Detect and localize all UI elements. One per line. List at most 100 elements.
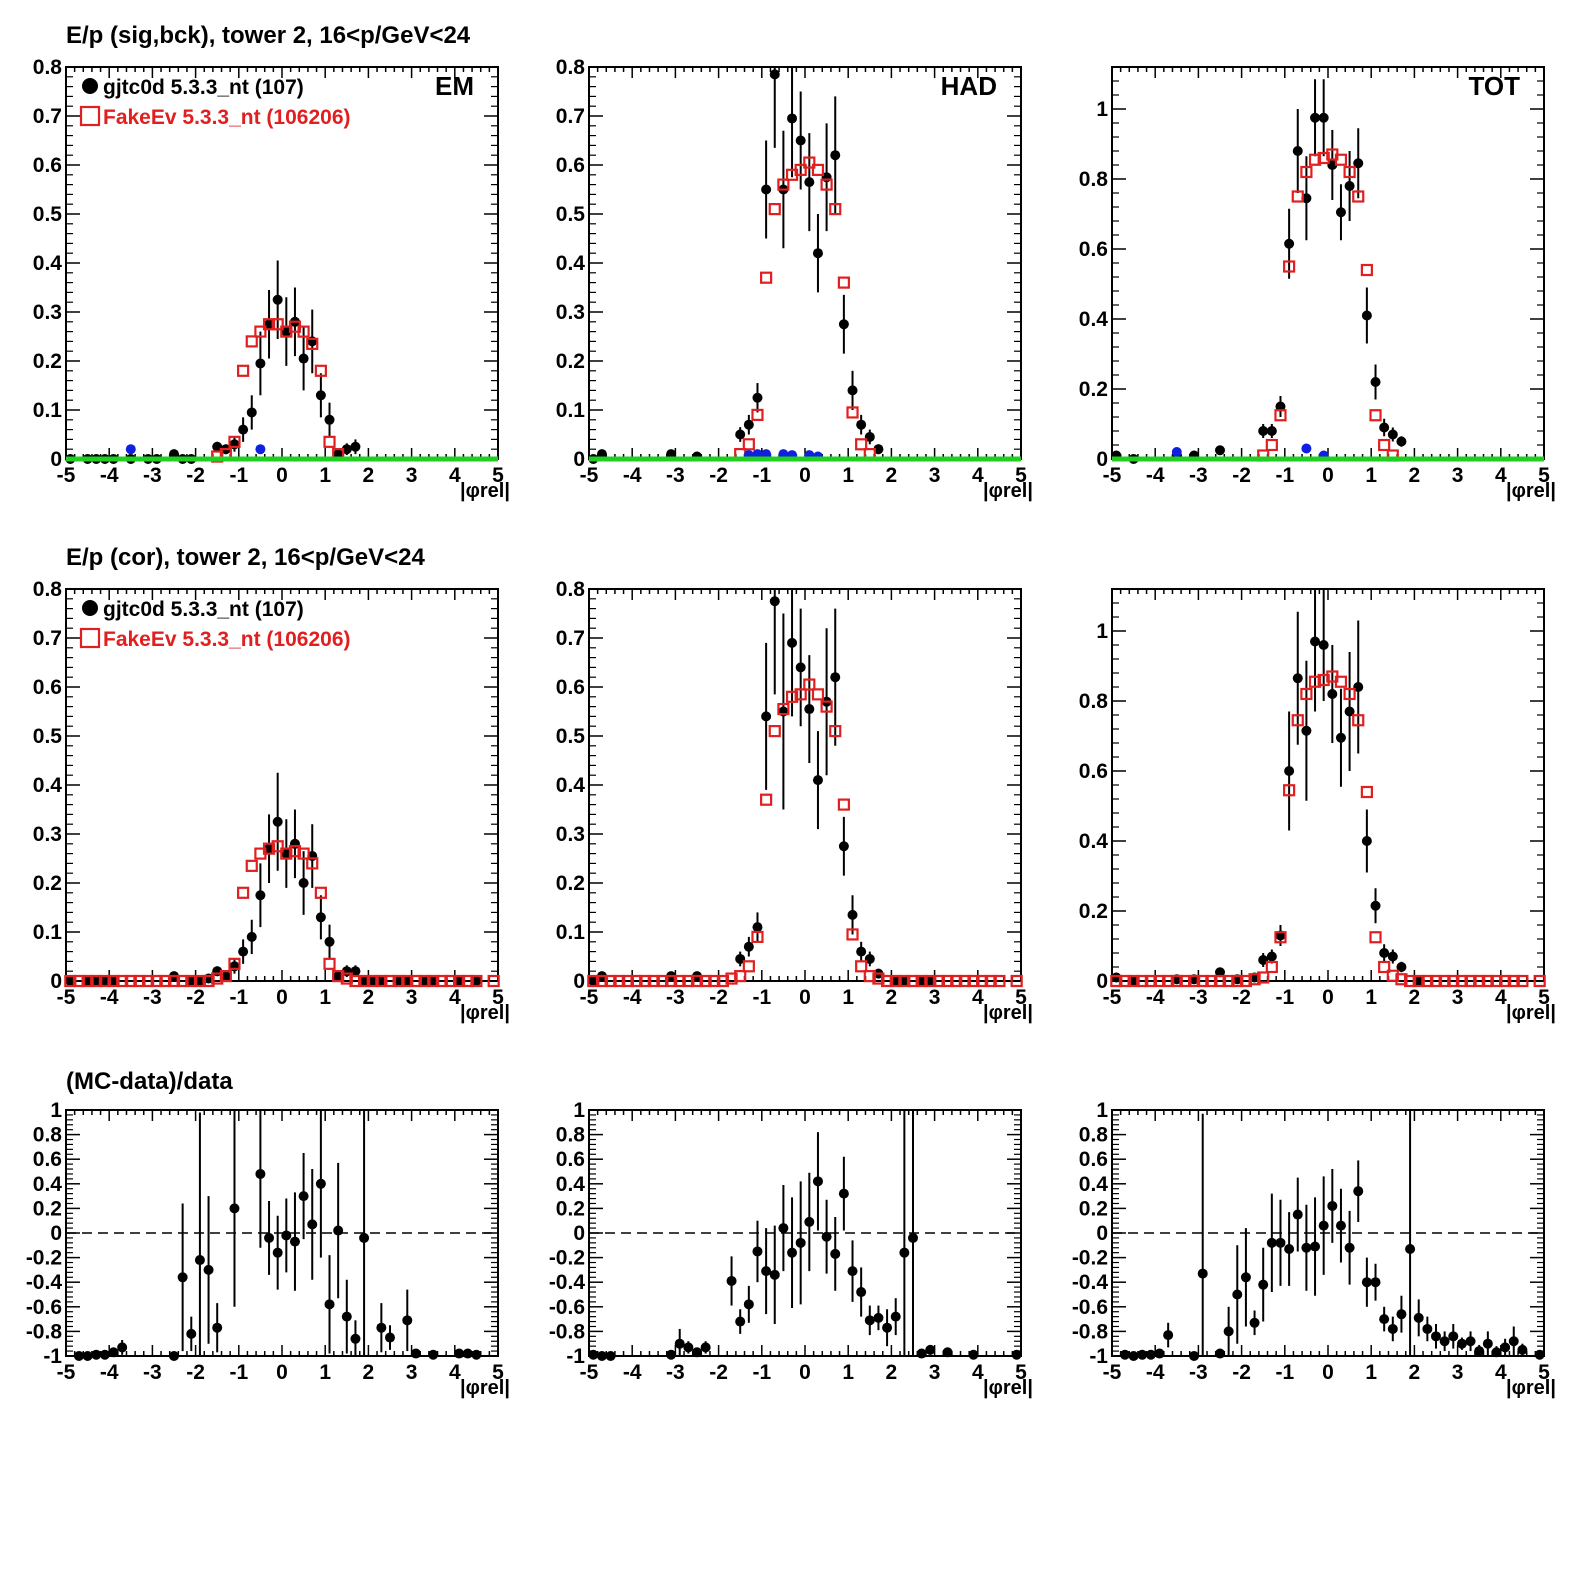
- data-point: [1327, 689, 1338, 699]
- y-tick-label: 0.5: [33, 725, 63, 748]
- y-tick-label: 0.6: [1079, 760, 1108, 783]
- mc-point: [1196, 974, 1209, 988]
- data-point: [856, 946, 867, 957]
- data-point: [272, 1247, 283, 1258]
- data-point: [1145, 1349, 1156, 1360]
- data-point: [359, 976, 370, 986]
- data-point: [1344, 181, 1355, 191]
- panel-label: EM: [435, 71, 474, 101]
- data-point: [65, 976, 76, 986]
- x-tick-label: -3: [143, 1361, 162, 1384]
- y-tick-label: -0.2: [26, 1247, 62, 1270]
- data-point: [769, 596, 780, 607]
- legend-data-marker: [82, 78, 98, 94]
- mc-point: [1421, 974, 1434, 988]
- x-axis-label: |φrel|: [460, 480, 510, 502]
- mc-point: [734, 969, 747, 983]
- mc-point: [1213, 974, 1227, 988]
- data-point: [1215, 967, 1225, 978]
- y-tick-label: 0.8: [556, 56, 586, 79]
- x-tick-label: 5: [1015, 1361, 1027, 1384]
- mc-point: [811, 688, 825, 701]
- data-point: [1011, 1349, 1022, 1360]
- mc-point: [1317, 673, 1330, 687]
- data-point: [890, 976, 901, 986]
- x-tick-label: -5: [580, 1361, 599, 1384]
- series-data: [588, 1110, 1022, 1361]
- y-tick-label: -0.4: [549, 1271, 586, 1294]
- x-tick-label: -4: [1146, 464, 1165, 487]
- x-tick-label: 5: [1015, 986, 1027, 1009]
- data-point: [272, 294, 283, 305]
- x-tick-label: 0: [276, 1361, 288, 1384]
- data-point: [1318, 640, 1329, 650]
- mc-point: [245, 859, 258, 872]
- data-point: [1335, 1220, 1346, 1231]
- data-point: [942, 1347, 953, 1358]
- x-tick-label: -3: [1189, 986, 1208, 1009]
- data-point: [812, 775, 823, 786]
- data-point: [359, 1232, 370, 1243]
- mc-point: [1317, 151, 1330, 165]
- x-tick-label: 4: [1495, 1361, 1507, 1384]
- data-point: [1370, 900, 1381, 911]
- mc-point: [1127, 974, 1140, 988]
- series-bck_data: [125, 444, 266, 455]
- data-point: [787, 637, 798, 648]
- data-point: [238, 424, 249, 435]
- x-tick-label: 4: [972, 1361, 984, 1384]
- mc-point: [306, 857, 319, 870]
- plot-frame: [1111, 66, 1545, 460]
- x-tick-label: 4: [449, 986, 461, 1009]
- x-tick-label: -4: [1146, 1361, 1165, 1384]
- data-point: [1500, 1342, 1511, 1353]
- y-tick-label: 0.8: [1079, 1124, 1109, 1147]
- mc-point: [1343, 687, 1356, 701]
- y-tick-label: 0.6: [33, 154, 62, 177]
- row-title-3: (MC-data)/data: [66, 1068, 233, 1095]
- mc-point: [271, 840, 284, 853]
- y-tick-label: -0.8: [1072, 1320, 1109, 1343]
- data-point: [1310, 1241, 1321, 1252]
- data-point: [428, 1349, 439, 1360]
- data-point: [830, 150, 841, 161]
- x-tick-label: 1: [842, 1361, 854, 1384]
- data-point: [402, 1315, 413, 1326]
- data-point: [117, 1342, 128, 1353]
- y-tick-label: 1: [1096, 98, 1108, 121]
- data-point: [743, 1299, 754, 1310]
- x-tick-label: 3: [1452, 1361, 1464, 1384]
- mc-point: [820, 178, 833, 191]
- data-point: [194, 976, 205, 986]
- mc-point: [107, 974, 120, 988]
- mc-point: [1144, 974, 1157, 988]
- data-point: [1232, 1289, 1243, 1300]
- mc-point: [167, 974, 181, 988]
- x-tick-label: -3: [143, 464, 162, 487]
- x-tick-label: 4: [972, 464, 984, 487]
- data-point: [1292, 1209, 1303, 1220]
- series-data: [1111, 589, 1424, 986]
- mc-point: [366, 974, 379, 988]
- y-tick-label: 0: [1096, 448, 1108, 471]
- data-point: [743, 941, 754, 952]
- x-axis-label: |φrel|: [1506, 1377, 1556, 1399]
- mc-point: [314, 886, 327, 899]
- y-tick-label: 0.2: [556, 350, 585, 373]
- y-tick-label: 0.8: [556, 578, 586, 601]
- mc-point: [664, 974, 678, 988]
- data-point: [264, 1232, 275, 1243]
- x-tick-label: 4: [1495, 986, 1507, 1009]
- y-tick-label: 0.3: [556, 301, 585, 324]
- data-point: [1335, 207, 1346, 218]
- x-tick-label: -5: [57, 986, 76, 1009]
- data-point: [1422, 1323, 1433, 1334]
- mc-point: [906, 974, 920, 988]
- mc-point: [470, 974, 483, 988]
- mc-point: [1429, 974, 1443, 988]
- data-point: [605, 1351, 616, 1361]
- y-tick-label: -0.6: [549, 1296, 585, 1319]
- x-tick-label: 3: [929, 986, 941, 1009]
- background-data-point: [1301, 443, 1312, 454]
- x-tick-label: -1: [1275, 986, 1294, 1009]
